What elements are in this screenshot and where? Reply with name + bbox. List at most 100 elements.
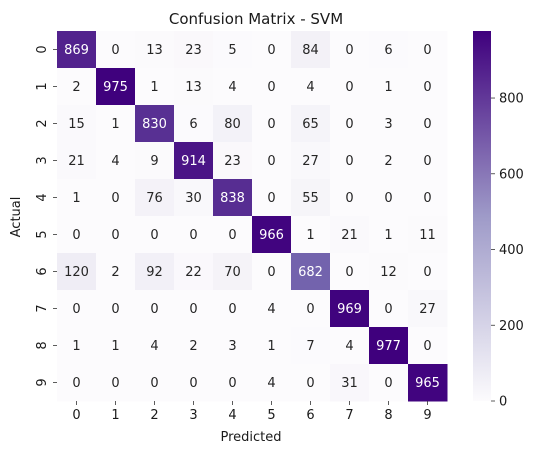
cell-value-label: 84 (302, 43, 319, 58)
cell-value-label: 27 (302, 154, 319, 169)
cell-value-label: 0 (423, 117, 431, 132)
cell-value-label: 0 (306, 302, 314, 317)
cell-value-label: 27 (419, 302, 436, 317)
cell-value-label: 2 (111, 265, 119, 280)
cell-value-label: 2 (384, 154, 392, 169)
cell-value-label: 21 (341, 228, 358, 243)
x-tick-label: 9 (423, 408, 431, 423)
cell-value-label: 0 (345, 80, 353, 95)
x-tick-label: 2 (150, 408, 158, 423)
cell-value-label: 4 (267, 376, 275, 391)
x-axis-label: Predicted (220, 430, 281, 445)
x-tick-label: 3 (189, 408, 197, 423)
cell-value-label: 0 (228, 376, 236, 391)
cell-value-label: 76 (146, 191, 163, 206)
cell-value-label: 0 (384, 302, 392, 317)
cell-value-label: 1 (384, 228, 392, 243)
cell-value-label: 0 (228, 228, 236, 243)
cell-value-label: 1 (111, 339, 119, 354)
y-tick-label: 6 (35, 267, 50, 275)
cell-value-label: 3 (228, 339, 236, 354)
cell-value-label: 11 (419, 228, 436, 243)
cell-value-label: 830 (142, 117, 167, 132)
cell-value-label: 1 (384, 80, 392, 95)
cell-value-label: 1 (111, 117, 119, 132)
cell-value-label: 0 (423, 191, 431, 206)
cell-value-label: 1 (72, 191, 80, 206)
cell-value-label: 7 (306, 339, 314, 354)
y-axis-ticks: 0123456789 (35, 45, 57, 386)
cell-value-label: 9 (150, 154, 158, 169)
cell-value-label: 0 (228, 302, 236, 317)
cell-value-label: 0 (423, 154, 431, 169)
cell-value-label: 0 (150, 302, 158, 317)
cell-value-label: 4 (111, 154, 119, 169)
y-axis-label: Actual (9, 197, 24, 238)
cell-value-label: 0 (150, 228, 158, 243)
cell-value-label: 1 (72, 339, 80, 354)
x-tick-label: 6 (306, 408, 314, 423)
cell-value-label: 3 (384, 117, 392, 132)
cell-value-label: 2 (189, 339, 197, 354)
cell-value-label: 0 (267, 117, 275, 132)
y-tick-label: 4 (35, 193, 50, 201)
cell-value-label: 869 (64, 43, 89, 58)
cell-value-label: 966 (259, 228, 284, 243)
x-axis-ticks: 0123456789 (72, 401, 431, 423)
x-tick-label: 0 (72, 408, 80, 423)
cell-value-label: 0 (111, 376, 119, 391)
cell-value-label: 914 (181, 154, 206, 169)
cell-value-label: 0 (267, 154, 275, 169)
cell-value-label: 0 (345, 43, 353, 58)
y-tick-label: 1 (35, 82, 50, 90)
y-tick-label: 5 (35, 230, 50, 238)
y-tick-label: 7 (35, 304, 50, 312)
cell-value-label: 0 (345, 265, 353, 280)
cell-value-label: 80 (224, 117, 241, 132)
colorbar (473, 31, 491, 401)
colorbar-tick-label: 0 (499, 395, 507, 410)
cell-value-label: 13 (185, 80, 202, 95)
cell-value-label: 0 (423, 339, 431, 354)
cell-value-label: 6 (384, 43, 392, 58)
cell-value-label: 55 (302, 191, 319, 206)
cell-value-label: 4 (345, 339, 353, 354)
cell-value-label: 30 (185, 191, 202, 206)
x-tick-label: 5 (267, 408, 275, 423)
cell-value-label: 4 (228, 80, 236, 95)
cell-value-label: 21 (68, 154, 85, 169)
cell-value-label: 0 (189, 302, 197, 317)
cell-value-label: 682 (298, 265, 323, 280)
y-tick-label: 0 (35, 45, 50, 53)
chart-title: Confusion Matrix - SVM (169, 10, 343, 28)
y-tick-label: 8 (35, 341, 50, 349)
cell-value-label: 0 (345, 154, 353, 169)
y-tick-label: 9 (35, 378, 50, 386)
cell-value-label: 4 (150, 339, 158, 354)
cell-value-label: 0 (423, 43, 431, 58)
colorbar-tick-label: 800 (499, 92, 524, 107)
y-tick-label: 2 (35, 119, 50, 127)
cell-value-label: 0 (306, 376, 314, 391)
cell-value-label: 0 (345, 117, 353, 132)
cell-value-label: 0 (384, 376, 392, 391)
x-tick-label: 8 (384, 408, 392, 423)
cell-value-label: 0 (267, 265, 275, 280)
cell-value-label: 65 (302, 117, 319, 132)
cell-value-label: 965 (415, 376, 440, 391)
cell-value-label: 0 (267, 191, 275, 206)
cell-value-label: 0 (150, 376, 158, 391)
cell-value-label: 838 (220, 191, 245, 206)
colorbar-tick-label: 200 (499, 319, 524, 334)
cell-value-label: 0 (345, 191, 353, 206)
cell-value-label: 0 (111, 43, 119, 58)
cell-value-label: 23 (185, 43, 202, 58)
cell-value-label: 12 (380, 265, 397, 280)
colorbar-tick-label: 400 (499, 243, 524, 258)
cell-value-label: 4 (267, 302, 275, 317)
cell-value-label: 6 (189, 117, 197, 132)
colorbar-tick-label: 600 (499, 167, 524, 182)
x-tick-label: 7 (345, 408, 353, 423)
cell-value-label: 0 (111, 302, 119, 317)
